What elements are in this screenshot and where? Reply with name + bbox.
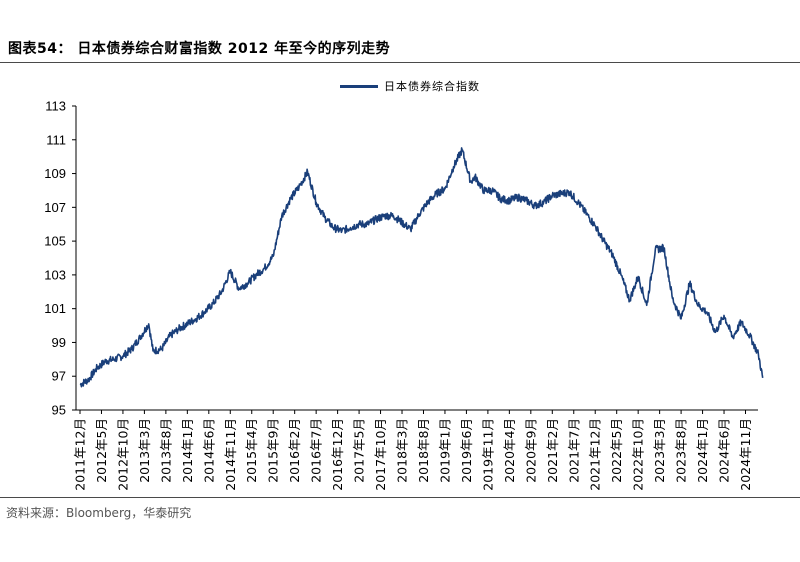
x-tick-label: 2022年5月 <box>609 418 624 483</box>
source-note: 资料来源：Bloomberg，华泰研究 <box>6 506 192 520</box>
title-divider <box>0 62 800 63</box>
x-tick-label: 2023年3月 <box>652 418 667 483</box>
x-tick-label: 2016年12月 <box>330 418 345 491</box>
chart-legend: 日本债券综合指数 <box>340 78 480 94</box>
x-tick-label: 2016年7月 <box>309 418 324 483</box>
y-tick-label: 109 <box>44 166 66 181</box>
x-tick-label: 2019年6月 <box>459 418 474 483</box>
y-tick-label: 103 <box>44 267 66 282</box>
x-tick-label: 2021年12月 <box>588 418 603 491</box>
x-tick-label: 2024年6月 <box>717 418 732 483</box>
axes: 95 97 99 101 103 105 107 109 111 113 2011年12月 2012年… <box>44 99 758 491</box>
x-tick-label: 2011年12月 <box>73 418 88 491</box>
series-layer <box>79 147 764 388</box>
y-tick-label: 111 <box>46 132 66 147</box>
x-tick-label: 2024年1月 <box>695 418 710 483</box>
x-tick-label: 2012年5月 <box>94 418 109 483</box>
x-tick-label: 2021年7月 <box>566 418 581 483</box>
y-tick-label: 107 <box>44 200 66 215</box>
x-tick-label: 2014年6月 <box>201 418 216 483</box>
chart-title: 图表54： 日本债券综合财富指数 2012 年至今的序列走势 <box>8 41 391 57</box>
x-tick-label: 2019年11月 <box>480 418 495 491</box>
x-tick-label: 2022年10月 <box>631 418 646 491</box>
x-tick-label: 2012年10月 <box>115 418 130 491</box>
x-tick-label: 2024年11月 <box>738 418 753 491</box>
x-tick-label: 2015年4月 <box>244 418 259 483</box>
x-tick-label: 2016年2月 <box>287 418 302 483</box>
x-tick-label: 2019年1月 <box>437 418 452 483</box>
x-tick-label: 2023年8月 <box>674 418 689 483</box>
y-tick-label: 105 <box>44 234 66 249</box>
x-tick-label: 2021年2月 <box>545 418 560 483</box>
x-tick-label: 2013年8月 <box>158 418 173 483</box>
y-tick-label: 113 <box>45 99 66 114</box>
x-tick-label: 2020年9月 <box>523 418 538 483</box>
x-tick-label: 2017年10月 <box>373 418 388 491</box>
y-tick-label: 97 <box>52 369 66 384</box>
series-line <box>79 147 764 388</box>
x-tick-label: 2015年9月 <box>266 418 281 483</box>
x-tick-label: 2018年3月 <box>395 418 410 483</box>
x-tick-label: 2014年1月 <box>180 418 195 483</box>
x-tick-label: 2020年4月 <box>502 418 517 483</box>
x-tick-label: 2018年8月 <box>416 418 431 483</box>
x-tick-label: 2013年3月 <box>137 418 152 483</box>
legend-swatch <box>340 84 378 88</box>
x-tick-label: 2014年11月 <box>223 418 238 491</box>
y-tick-label: 101 <box>44 301 66 316</box>
y-tick-label: 95 <box>52 403 66 418</box>
y-tick-label: 99 <box>52 335 66 350</box>
legend-label: 日本债券综合指数 <box>384 80 480 93</box>
source-divider <box>0 497 800 498</box>
x-tick-label: 2017年5月 <box>352 418 367 483</box>
